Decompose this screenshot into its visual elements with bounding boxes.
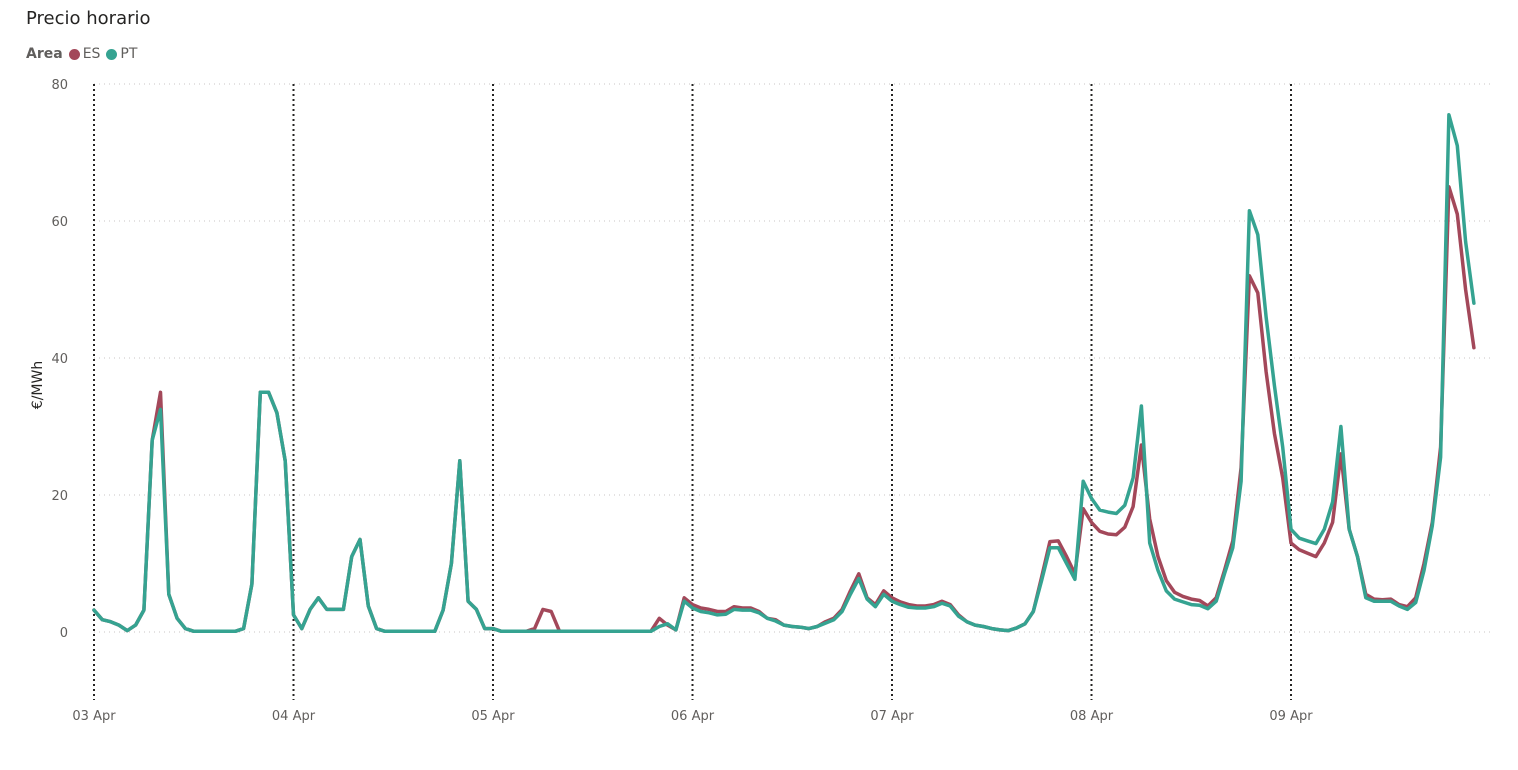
y-tick-label: 60 [51,215,68,230]
legend-label-es: ES [82,46,101,62]
y-axis: 0 20 40 60 80 [51,78,68,641]
series-line-pt [92,113,1476,634]
gridlines [94,83,1494,633]
x-tick-label: 04 Apr [272,709,316,724]
legend-marker-es [68,48,80,60]
series-line-es [92,185,1476,634]
chart-title: Precio horario [26,8,151,29]
x-tick-label: 06 Apr [671,709,715,724]
legend: Area ES PT [26,46,143,62]
legend-label-pt: PT [120,46,138,62]
legend-marker-pt [106,48,118,60]
y-tick-label: 80 [51,78,68,93]
y-tick-label: 40 [51,352,68,367]
plot-lines [92,113,1476,634]
x-tick-label: 05 Apr [471,709,515,724]
x-axis: 03 Apr 04 Apr 05 Apr 06 Apr 07 Apr 08 Apr 09 A… [72,709,1313,724]
legend-title: Area [26,46,63,62]
legend-item-pt[interactable]: PT [106,46,137,62]
x-tick-label: 08 Apr [1070,709,1114,724]
y-tick-label: 0 [60,626,68,641]
legend-item-es[interactable]: ES [68,46,101,62]
x-tick-label: 09 Apr [1269,709,1313,724]
y-tick-label: 20 [51,489,68,504]
x-tick-label: 03 Apr [72,709,116,724]
x-tick-label: 07 Apr [870,709,914,724]
y-axis-label: €/MWh [30,361,46,409]
